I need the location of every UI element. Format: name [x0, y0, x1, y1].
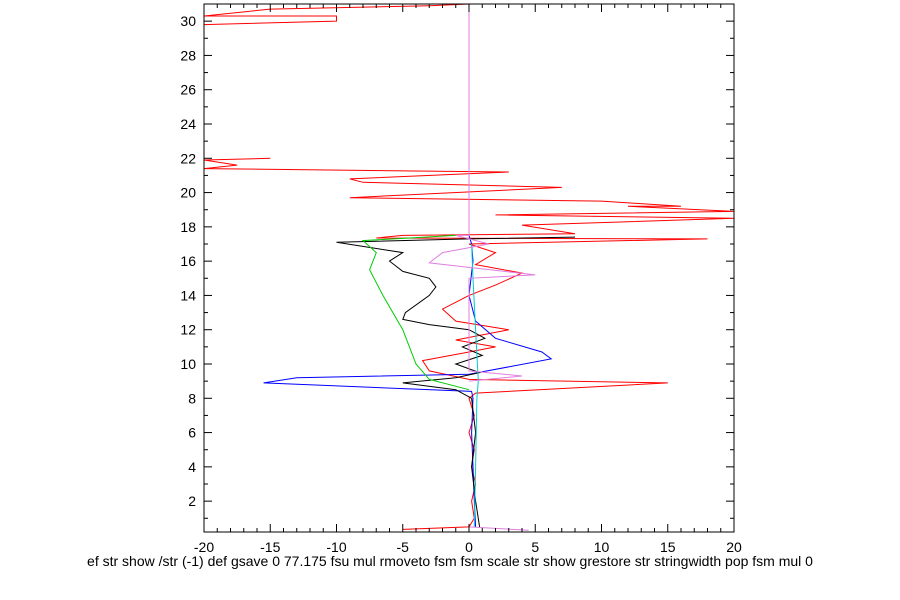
- y-tick-label: 16: [180, 253, 196, 269]
- y-tick-label: 30: [180, 13, 196, 29]
- y-tick-label: 12: [180, 322, 196, 338]
- y-tick-label: 18: [180, 219, 196, 235]
- y-tick-label: 10: [180, 356, 196, 372]
- y-tick-label: 6: [188, 425, 196, 441]
- y-tick-label: 2: [188, 493, 196, 509]
- series-line-6: [471, 243, 479, 527]
- series-line-8: [428, 4, 536, 382]
- series-line-3: [263, 235, 553, 527]
- series-line-5: [361, 234, 470, 391]
- labels-layer: -20 -15 -10 -5 0 5 10 15 20246810121416182022242…: [180, 13, 742, 555]
- x-tick-label: 10: [594, 539, 610, 555]
- series-layer: [204, 4, 734, 531]
- series-line-7: [468, 526, 529, 531]
- y-tick-label: 26: [180, 82, 196, 98]
- y-tick-label: 20: [180, 185, 196, 201]
- x-axis-caption: ef str show /str (-1) def gsave 0 77.175…: [87, 553, 813, 569]
- y-tick-label: 8: [188, 390, 196, 406]
- series-line-4: [336, 236, 576, 527]
- y-tick-label: 4: [188, 459, 196, 475]
- x-tick-label: -5: [397, 539, 410, 555]
- y-tick-label: 28: [180, 47, 196, 63]
- ticks-layer: [203, 3, 735, 532]
- x-tick-label: 20: [726, 539, 742, 555]
- x-tick-label: 5: [531, 539, 539, 555]
- x-tick-label: 15: [660, 539, 676, 555]
- x-tick-label: -10: [326, 539, 346, 555]
- y-tick-label: 22: [180, 150, 196, 166]
- x-tick-label: 0: [465, 539, 473, 555]
- x-tick-label: -15: [260, 539, 280, 555]
- y-tick-label: 24: [180, 116, 196, 132]
- x-tick-label: -20: [194, 539, 214, 555]
- y-tick-label: 14: [180, 287, 196, 303]
